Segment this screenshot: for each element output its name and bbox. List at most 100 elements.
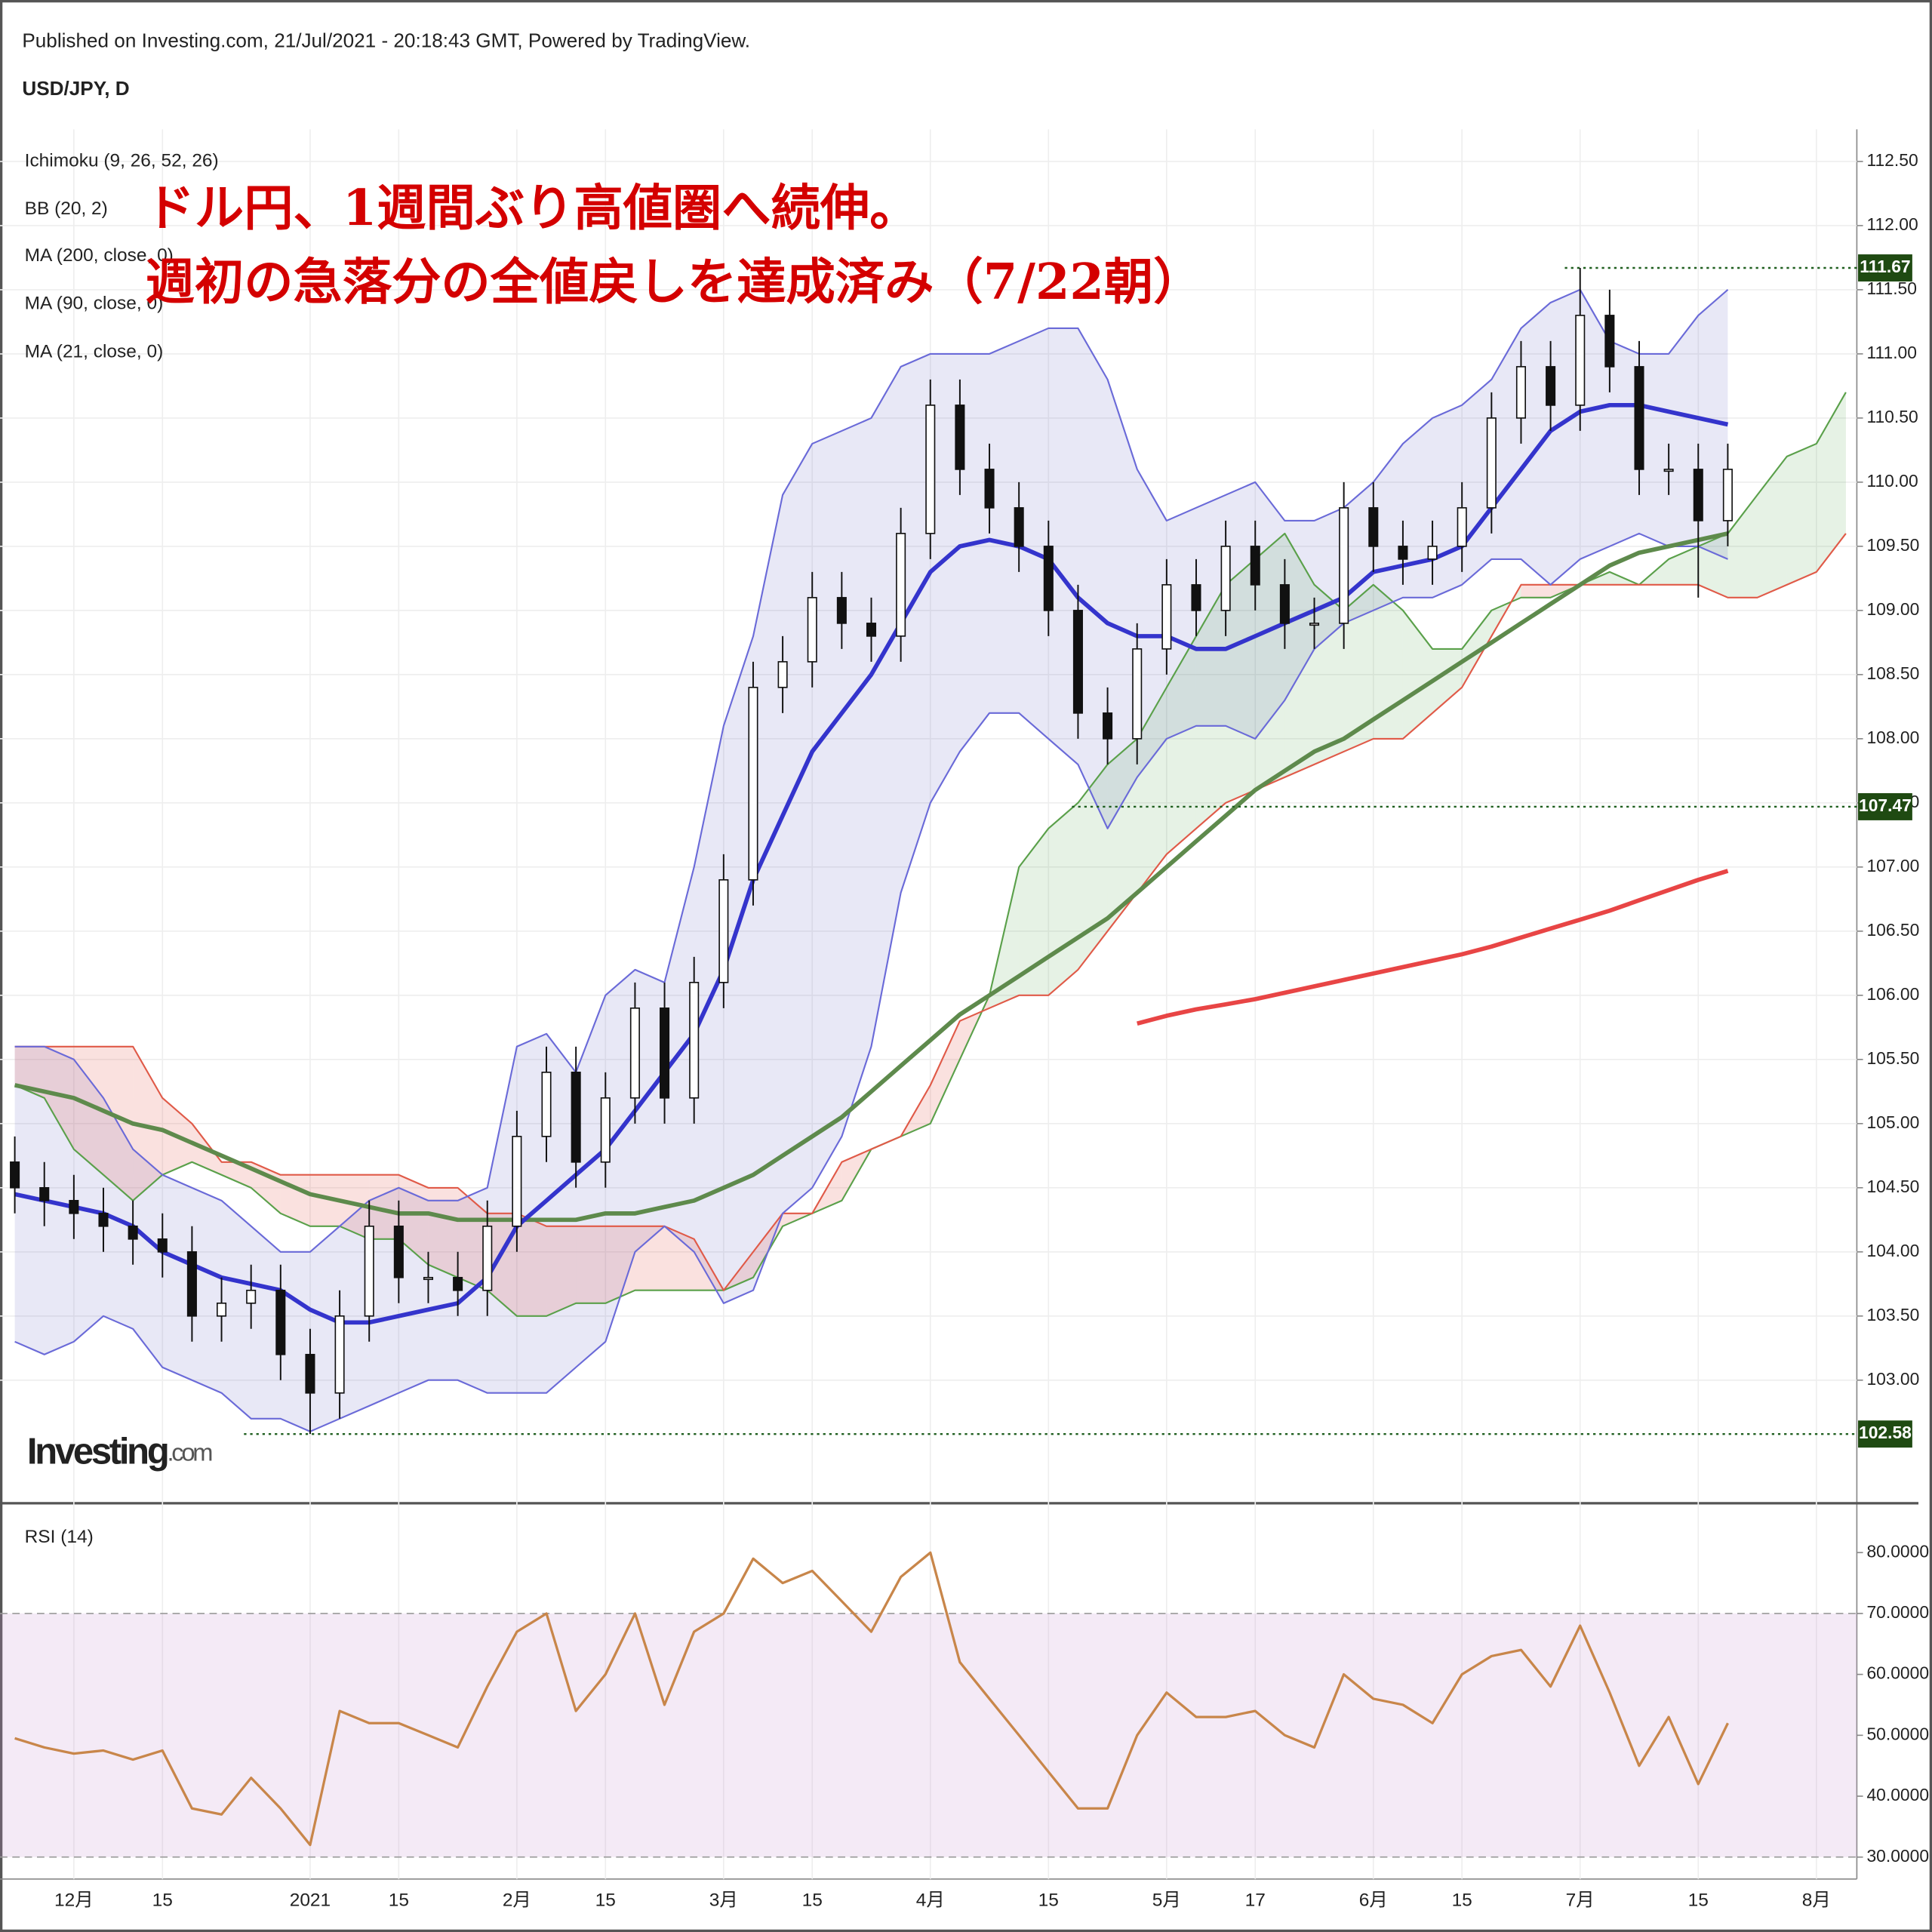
y-tick-label: 108.00: [1866, 728, 1919, 747]
legend-entry: Ichimoku (9, 26, 52, 26): [25, 150, 219, 171]
candle-body: [689, 982, 700, 1099]
level-marker-bg: [1858, 254, 1912, 281]
candle-body: [1398, 546, 1408, 560]
rsi-band-fill: [0, 1613, 1857, 1857]
ma-line: [14, 402, 1729, 1325]
span-b-line: [14, 533, 1847, 1291]
logo-suffix: .com: [167, 1438, 212, 1466]
x-tick-label: 2月: [503, 1890, 531, 1911]
candle-body: [984, 469, 995, 509]
level-marker: 102.58: [1859, 1423, 1912, 1442]
level-marker-bg: [1858, 792, 1912, 820]
candle-body: [39, 1186, 50, 1201]
cloud-fill: [1284, 533, 1315, 777]
cloud-fill: [635, 1226, 665, 1291]
y-tick-label: 105.00: [1866, 1112, 1919, 1132]
rsi-tick-label: 50.0000: [1866, 1724, 1929, 1743]
candle-body: [1250, 546, 1260, 586]
candle-body: [748, 687, 758, 881]
y-tick-label: 103.00: [1866, 1369, 1919, 1389]
y-tick-label: 106.50: [1866, 920, 1919, 940]
x-tick-label: 15: [1038, 1890, 1059, 1911]
cloud-fill: [251, 1161, 281, 1214]
cloud-fill: [1343, 584, 1374, 752]
y-tick-label: 104.00: [1866, 1241, 1919, 1260]
ma-line: [1137, 869, 1729, 1026]
annotation-line: 週初の急落分の全値戻しを達成済み（7/22朝）: [146, 254, 1203, 311]
candle-body: [453, 1276, 463, 1291]
cloud-fill: [428, 1187, 458, 1278]
symbol: USD/JPY, D: [22, 77, 129, 100]
cloud-fill: [44, 1046, 74, 1149]
y-tick-label: 107.00: [1866, 856, 1919, 875]
cloud-fill: [1107, 738, 1137, 931]
candle-body: [571, 1072, 581, 1163]
candle-body: [1634, 366, 1644, 470]
legend-entry: MA (90, close, 0): [25, 294, 164, 314]
cloud-fill: [1226, 558, 1256, 803]
candle-body: [1427, 546, 1438, 560]
candle-body: [98, 1212, 109, 1227]
bb-lower-line: [14, 532, 1728, 1432]
candle-body: [393, 1225, 404, 1278]
x-tick-label: 2021: [290, 1890, 331, 1911]
rsi-tick-label: 30.0000: [1866, 1846, 1929, 1866]
y-tick-label: 106.00: [1866, 984, 1919, 1004]
candle-body: [1072, 610, 1083, 714]
level-marker: 107.47: [1859, 795, 1912, 815]
candle-body: [246, 1289, 257, 1304]
y-tick-label: 112.00: [1866, 214, 1918, 234]
candle-body: [1515, 366, 1526, 419]
candle-body: [777, 661, 788, 688]
rsi-tick-label: 40.0000: [1866, 1785, 1929, 1804]
cloud-fill: [516, 1213, 547, 1316]
cloud-fill: [1137, 687, 1167, 893]
candle-body: [896, 533, 906, 637]
candle-body: [1132, 648, 1143, 740]
candle-body: [10, 1161, 20, 1189]
candle-body: [186, 1251, 197, 1317]
cloud-fill: [1255, 533, 1285, 790]
cloud-fill: [546, 1226, 577, 1316]
cloud-fill: [1373, 584, 1403, 739]
ma-line: [14, 531, 1729, 1223]
candle-body: [423, 1276, 434, 1281]
cloud-fill: [1048, 802, 1078, 995]
cloud-fill: [605, 1226, 635, 1303]
x-tick-label: 7月: [1566, 1890, 1595, 1911]
bb-upper-line: [14, 288, 1729, 1253]
y-tick-label: 110.50: [1866, 407, 1918, 426]
cloud-fill: [664, 1226, 694, 1291]
candle-body: [836, 597, 847, 624]
logo-main: Investing: [27, 1431, 168, 1472]
bb-fill: [14, 289, 1728, 1432]
cloud-fill: [1195, 584, 1226, 829]
rsi-tick-label: 80.0000: [1866, 1541, 1929, 1561]
candle-body: [1103, 712, 1113, 740]
candle-body: [364, 1225, 374, 1317]
cloud-fill: [73, 1046, 103, 1175]
candle-body: [807, 597, 817, 663]
x-tick-label: 3月: [709, 1890, 738, 1911]
candle-body: [157, 1238, 168, 1253]
x-tick-label: 15: [389, 1890, 409, 1911]
candle-body: [1604, 315, 1615, 368]
logo: Investing.com: [27, 1431, 212, 1472]
candle-body: [866, 623, 877, 637]
candle-body: [305, 1353, 315, 1394]
rsi-tick-label: 60.0000: [1866, 1663, 1929, 1683]
span-a-line: [14, 392, 1847, 1317]
x-tick-label: 15: [152, 1890, 173, 1911]
candle-body: [1486, 417, 1497, 509]
x-tick-label: 6月: [1359, 1890, 1388, 1911]
rsi-tick-label: 70.0000: [1866, 1602, 1929, 1622]
candle-body: [128, 1225, 138, 1240]
cloud-fill: [1816, 392, 1846, 572]
candle-body: [1722, 469, 1733, 521]
rsi-line: [14, 1551, 1729, 1847]
legend-entry: BB (20, 2): [25, 198, 108, 219]
candle-body: [482, 1225, 493, 1291]
x-tick-label: 8月: [1802, 1890, 1831, 1911]
